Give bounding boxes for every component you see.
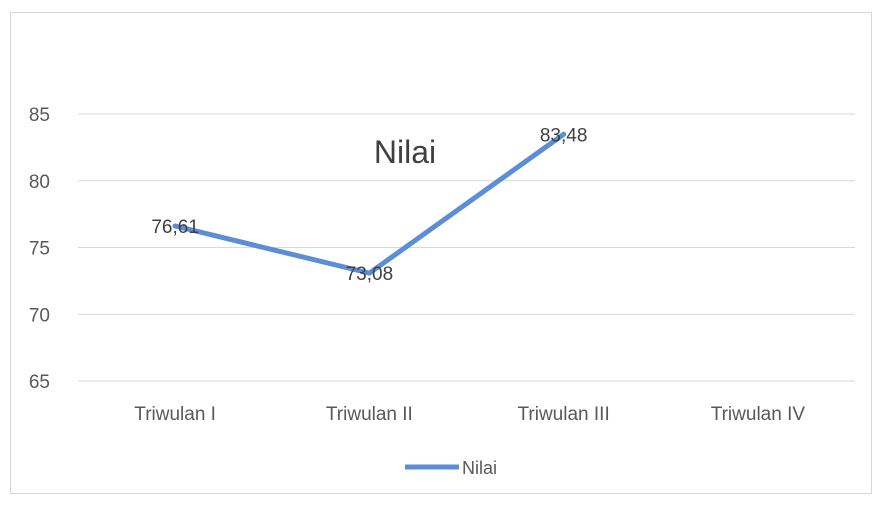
y-tick-label-70: 70	[29, 305, 50, 326]
y-tick-label-80: 80	[29, 172, 50, 193]
x-tick-label-2: Triwulan II	[326, 404, 413, 425]
legend-label-nilai: Nilai	[462, 458, 497, 478]
x-axis-tick-labels: Triwulan I Triwulan II Triwulan III Triwula…	[134, 404, 805, 425]
data-point-2	[366, 270, 372, 276]
data-point-1	[172, 223, 178, 229]
chart-title: Nilai	[374, 134, 436, 170]
data-label-2: 73,08	[346, 264, 394, 285]
series-line-1	[172, 131, 567, 276]
gridlines	[78, 113, 855, 382]
y-tick-label-75: 75	[29, 239, 50, 260]
x-tick-label-3: Triwulan III	[518, 404, 610, 425]
y-tick-label-65: 65	[29, 372, 50, 393]
series-lines	[172, 131, 567, 276]
legend: Nilai	[405, 458, 497, 478]
x-tick-label-1: Triwulan I	[134, 404, 216, 425]
data-label-1: 76,61	[151, 217, 199, 238]
y-tick-label-85: 85	[29, 105, 50, 126]
y-axis-tick-labels: 65 70 75 80 85	[29, 105, 50, 393]
x-tick-label-4: Triwulan IV	[711, 404, 806, 425]
data-point-3	[561, 131, 567, 137]
data-label-3: 83,48	[540, 125, 588, 146]
data-labels: 76,61 73,08 83,48	[151, 125, 587, 285]
